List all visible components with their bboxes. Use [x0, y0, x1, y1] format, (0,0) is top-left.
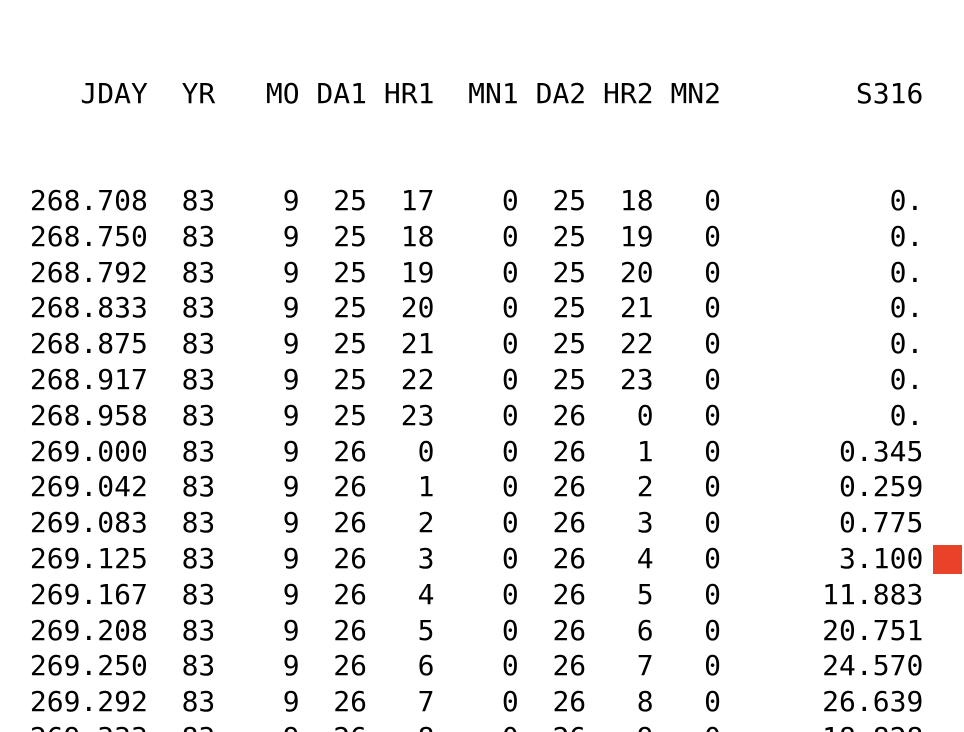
table-header-row: JDAY YR MO DA1 HR1 MN1 DA2 HR2 MN2 S316 [13, 76, 924, 110]
table-row: 268.875 83 9 25 21 0 25 22 0 0. [13, 327, 924, 361]
table-body: 268.708 83 9 25 17 0 25 18 0 0. 268.750 … [13, 183, 923, 732]
table-row: 268.958 83 9 25 23 0 26 0 0 0. [13, 398, 924, 432]
table-row: 269.042 83 9 26 1 0 26 2 0 0.259 [13, 470, 924, 504]
table-row: 269.250 83 9 26 6 0 26 7 0 24.570 [13, 649, 924, 683]
data-listing: JDAY YR MO DA1 HR1 MN1 DA2 HR2 MN2 S316 … [13, 4, 923, 732]
table-row: 269.333 83 9 26 8 0 26 9 0 18.828 [13, 720, 923, 732]
table-row: 268.833 83 9 25 20 0 25 21 0 0. [13, 291, 924, 325]
table-row: 269.208 83 9 26 5 0 26 6 0 20.751 [13, 613, 924, 647]
table-row: 269.125 83 9 26 3 0 26 4 0 3.100 [13, 541, 924, 575]
table-row: 269.167 83 9 26 4 0 26 5 0 11.883 [13, 577, 924, 611]
table-row: 268.750 83 9 25 18 0 25 19 0 0. [13, 219, 924, 253]
table-row: 269.000 83 9 26 0 0 26 1 0 0.345 [13, 434, 924, 468]
table-row: 268.792 83 9 25 19 0 25 20 0 0. [13, 255, 924, 289]
table-row: 268.917 83 9 25 22 0 25 23 0 0. [13, 362, 924, 396]
table-row: 268.708 83 9 25 17 0 25 18 0 0. [13, 183, 924, 217]
highlight-marker [933, 545, 962, 574]
table-row: 269.292 83 9 26 7 0 26 8 0 26.639 [13, 685, 924, 719]
table-row: 269.083 83 9 26 2 0 26 3 0 0.775 [13, 506, 924, 540]
